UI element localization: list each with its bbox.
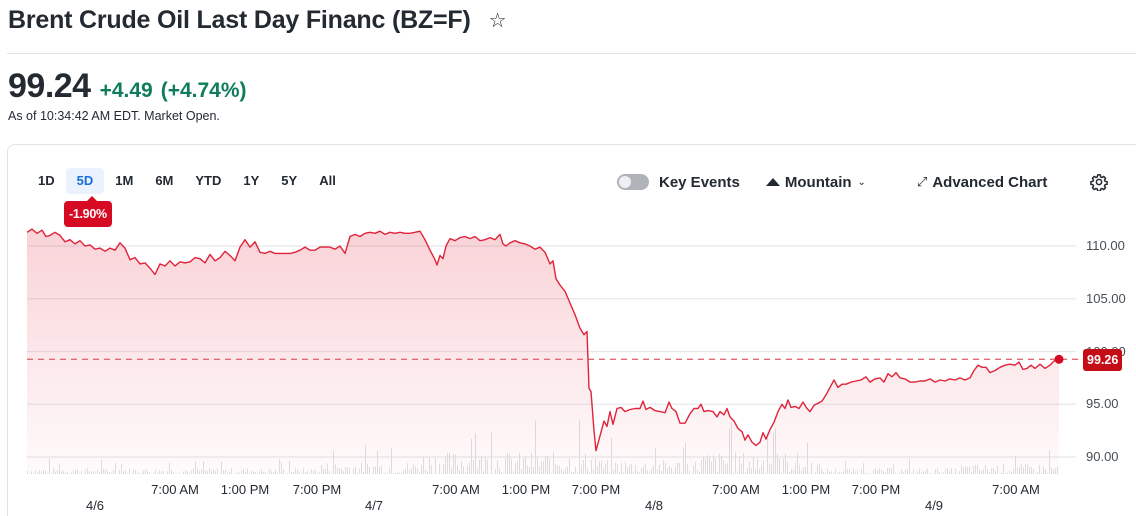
page-title: Brent Crude Oil Last Day Financ (BZ=F) bbox=[8, 6, 471, 34]
x-axis-time-label: 7:00 AM bbox=[432, 482, 480, 497]
quote-row: 99.24 +4.49 (+4.74%) bbox=[8, 67, 247, 106]
x-axis-time-label: 1:00 PM bbox=[220, 482, 270, 497]
range-change-badge: -1.90% bbox=[64, 196, 112, 227]
current-price: 99.24 bbox=[8, 67, 91, 105]
toggle-knob bbox=[619, 176, 631, 188]
x-axis-time-label: 1:00 PM bbox=[501, 482, 551, 497]
chart-type-dropdown[interactable]: Mountain ⌄ bbox=[765, 173, 866, 191]
quote-timestamp: As of 10:34:42 AM EDT. Market Open. bbox=[8, 109, 220, 123]
x-axis-time-label: 7:00 PM bbox=[571, 482, 621, 497]
y-axis-label: 110.00 bbox=[1086, 238, 1125, 253]
x-axis-date-label: 4/8 bbox=[644, 498, 664, 513]
chevron-down-icon: ⌄ bbox=[857, 176, 866, 188]
x-axis-date-label: 4/6 bbox=[85, 498, 105, 513]
range-tab-1y[interactable]: 1Y bbox=[243, 173, 260, 188]
range-tab-all[interactable]: All bbox=[319, 173, 336, 188]
range-tab-1d[interactable]: 1D bbox=[38, 173, 55, 188]
range-tab-ytd[interactable]: YTD bbox=[195, 173, 222, 188]
price-area bbox=[27, 229, 1059, 474]
gear-icon[interactable] bbox=[1090, 173, 1109, 191]
title-row: Brent Crude Oil Last Day Financ (BZ=F) ☆ bbox=[8, 6, 507, 35]
range-tab-6m[interactable]: 6M bbox=[155, 173, 174, 188]
advanced-chart-button[interactable]: ⤢ Advanced Chart bbox=[917, 174, 1047, 191]
x-axis-date-label: 4/7 bbox=[364, 498, 384, 513]
range-tab-5y[interactable]: 5Y bbox=[281, 173, 298, 188]
advanced-chart-label: Advanced Chart bbox=[932, 173, 1048, 191]
range-tabs: 1D 5D 1M 6M YTD 1Y 5Y All bbox=[28, 168, 347, 194]
key-events-toggle[interactable] bbox=[617, 174, 649, 190]
last-price-dot bbox=[1054, 354, 1064, 364]
key-events-label: Key Events bbox=[659, 173, 740, 191]
range-tab-1m[interactable]: 1M bbox=[115, 173, 134, 188]
chart-card bbox=[7, 144, 1136, 516]
chart-toolbar: Key Events Mountain ⌄ ⤢ Advanced Chart bbox=[617, 170, 1109, 194]
last-price-badge: 99.26 bbox=[1083, 349, 1123, 371]
x-axis-time-label: 7:00 PM bbox=[851, 482, 901, 497]
x-axis-time-label: 7:00 AM bbox=[151, 482, 199, 497]
range-tab-5d[interactable]: 5D bbox=[65, 168, 105, 194]
chart-type-label: Mountain bbox=[784, 173, 852, 191]
star-icon[interactable]: ☆ bbox=[488, 9, 507, 32]
x-axis-time-label: 7:00 AM bbox=[712, 482, 760, 497]
x-axis-time-label: 1:00 PM bbox=[781, 482, 831, 497]
x-axis-date-label: 4/9 bbox=[924, 498, 944, 513]
price-line bbox=[26, 228, 1060, 452]
y-axis-label: 105.00 bbox=[1086, 290, 1126, 306]
price-change-percent: (+4.74%) bbox=[160, 79, 247, 102]
expand-arrows-icon: ⤢ bbox=[916, 174, 928, 189]
price-change: +4.49 bbox=[99, 79, 153, 102]
y-axis-label: 95.00 bbox=[1086, 396, 1119, 412]
mountain-icon bbox=[765, 178, 780, 186]
y-axis-label: 90.00 bbox=[1086, 449, 1119, 464]
x-axis-time-label: 7:00 AM bbox=[992, 482, 1040, 497]
x-axis-time-label: 7:00 PM bbox=[292, 482, 342, 497]
header-divider bbox=[7, 53, 1136, 54]
